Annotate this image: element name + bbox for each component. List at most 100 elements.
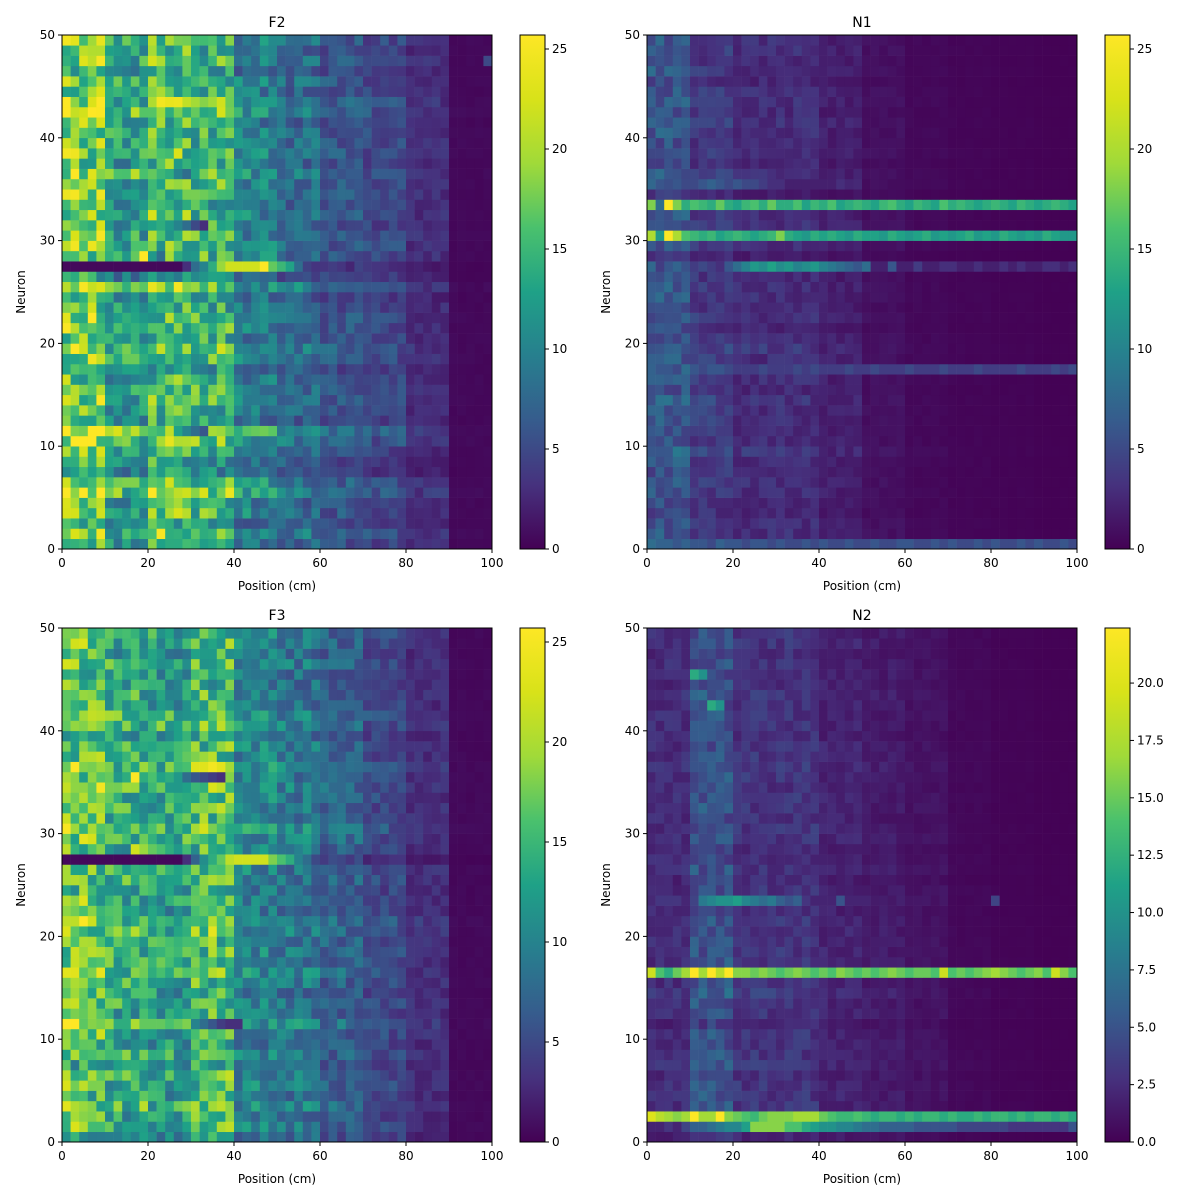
heatmap-cell bbox=[320, 415, 329, 426]
heatmap-cell bbox=[191, 528, 200, 540]
heatmap-cell bbox=[96, 497, 106, 509]
heatmap-cell bbox=[62, 302, 71, 313]
heatmap-cell bbox=[449, 127, 458, 139]
heatmap-cell bbox=[431, 518, 441, 529]
heatmap-cell bbox=[242, 271, 252, 283]
heatmap-cell bbox=[870, 518, 880, 529]
heatmap-cell bbox=[423, 65, 433, 77]
heatmap-cell bbox=[354, 394, 364, 406]
heatmap-cells bbox=[647, 35, 1078, 550]
heatmap-cell bbox=[302, 333, 312, 344]
heatmap-cell bbox=[844, 322, 854, 334]
heatmap-cell bbox=[956, 240, 966, 252]
heatmap-cell bbox=[896, 168, 906, 180]
heatmap-cell bbox=[750, 199, 760, 211]
heatmap-cell bbox=[715, 127, 725, 139]
heatmap-cell bbox=[294, 312, 304, 324]
heatmap-cell bbox=[234, 425, 243, 437]
heatmap-cell bbox=[474, 261, 484, 272]
heatmap-cell bbox=[156, 199, 166, 211]
heatmap-cell bbox=[672, 178, 682, 190]
heatmap-cell bbox=[122, 137, 132, 149]
heatmap-cell bbox=[793, 405, 803, 416]
heatmap-cell bbox=[113, 333, 123, 344]
heatmap-cell bbox=[681, 127, 691, 139]
heatmap-cell bbox=[776, 538, 785, 550]
heatmap-cell bbox=[1008, 405, 1018, 416]
heatmap-cell bbox=[320, 240, 329, 252]
heatmap-cell bbox=[294, 45, 304, 56]
heatmap-cell bbox=[853, 415, 863, 426]
heatmap-cell bbox=[148, 178, 157, 190]
heatmap-cell bbox=[991, 65, 1000, 77]
heatmap-cell bbox=[690, 148, 699, 159]
heatmap-cell bbox=[913, 240, 923, 252]
heatmap-cell bbox=[827, 137, 837, 149]
heatmap-cell bbox=[208, 148, 218, 159]
heatmap-cell bbox=[844, 302, 854, 313]
heatmap-cell bbox=[105, 168, 114, 180]
heatmap-cell bbox=[122, 199, 132, 211]
heatmap-cell bbox=[268, 261, 278, 272]
heatmap-cell bbox=[371, 250, 381, 262]
heatmap-cell bbox=[991, 178, 1000, 190]
heatmap-cell bbox=[328, 220, 338, 231]
heatmap-cell bbox=[406, 415, 415, 426]
heatmap-cell bbox=[294, 250, 304, 262]
heatmap-cell bbox=[879, 415, 889, 426]
heatmap-cell bbox=[965, 292, 975, 303]
heatmap-cell bbox=[466, 374, 476, 385]
heatmap-cell bbox=[96, 137, 106, 149]
heatmap-cell bbox=[431, 55, 441, 67]
heatmap-cell bbox=[423, 538, 433, 550]
heatmap-cell bbox=[870, 466, 880, 478]
heatmap-cell bbox=[483, 240, 493, 252]
heatmap-cell bbox=[113, 220, 123, 231]
heatmap-cell bbox=[1051, 374, 1061, 385]
heatmap-cell bbox=[354, 137, 364, 149]
heatmap-cell bbox=[122, 158, 132, 169]
heatmap-cell bbox=[216, 292, 226, 303]
heatmap-cell bbox=[930, 76, 940, 87]
heatmap-cell bbox=[130, 456, 140, 468]
heatmap-cell bbox=[690, 230, 699, 241]
heatmap-cell bbox=[474, 374, 484, 385]
heatmap-cell bbox=[1059, 86, 1069, 97]
heatmap-cell bbox=[199, 477, 209, 488]
heatmap-cell bbox=[905, 76, 914, 87]
heatmap-cell bbox=[1016, 250, 1026, 262]
heatmap-cell bbox=[345, 528, 355, 540]
heatmap-cell bbox=[982, 292, 992, 303]
heatmap-cell bbox=[930, 178, 940, 190]
heatmap-cell bbox=[328, 405, 338, 416]
heatmap-cell bbox=[776, 507, 785, 519]
heatmap-cell bbox=[113, 343, 123, 354]
heatmap-cell bbox=[79, 353, 89, 365]
heatmap-cell bbox=[242, 292, 252, 303]
heatmap-cell bbox=[664, 384, 674, 396]
heatmap-cell bbox=[130, 230, 140, 241]
heatmap-cell bbox=[70, 343, 80, 354]
heatmap-cell bbox=[922, 76, 932, 87]
heatmap-cell bbox=[62, 106, 71, 118]
heatmap-cell bbox=[474, 65, 484, 77]
heatmap-cell bbox=[259, 76, 269, 87]
heatmap-cell bbox=[354, 271, 364, 283]
heatmap-cell bbox=[423, 507, 433, 519]
heatmap-cell bbox=[887, 497, 897, 509]
heatmap-cell bbox=[251, 456, 261, 468]
heatmap-cell bbox=[328, 45, 338, 56]
heatmap-cell bbox=[251, 106, 261, 118]
heatmap-cell bbox=[930, 425, 940, 437]
heatmap-cell bbox=[956, 271, 966, 283]
heatmap-cell bbox=[130, 322, 140, 334]
heatmap-cell bbox=[672, 333, 682, 344]
heatmap-cell bbox=[862, 189, 871, 200]
heatmap-cell bbox=[870, 302, 880, 313]
heatmap-cell bbox=[982, 507, 992, 519]
heatmap-cell bbox=[1042, 415, 1052, 426]
heatmap-cell bbox=[698, 96, 708, 108]
heatmap-cell bbox=[776, 178, 785, 190]
heatmap-cell bbox=[810, 106, 820, 118]
heatmap-cell bbox=[139, 312, 149, 324]
